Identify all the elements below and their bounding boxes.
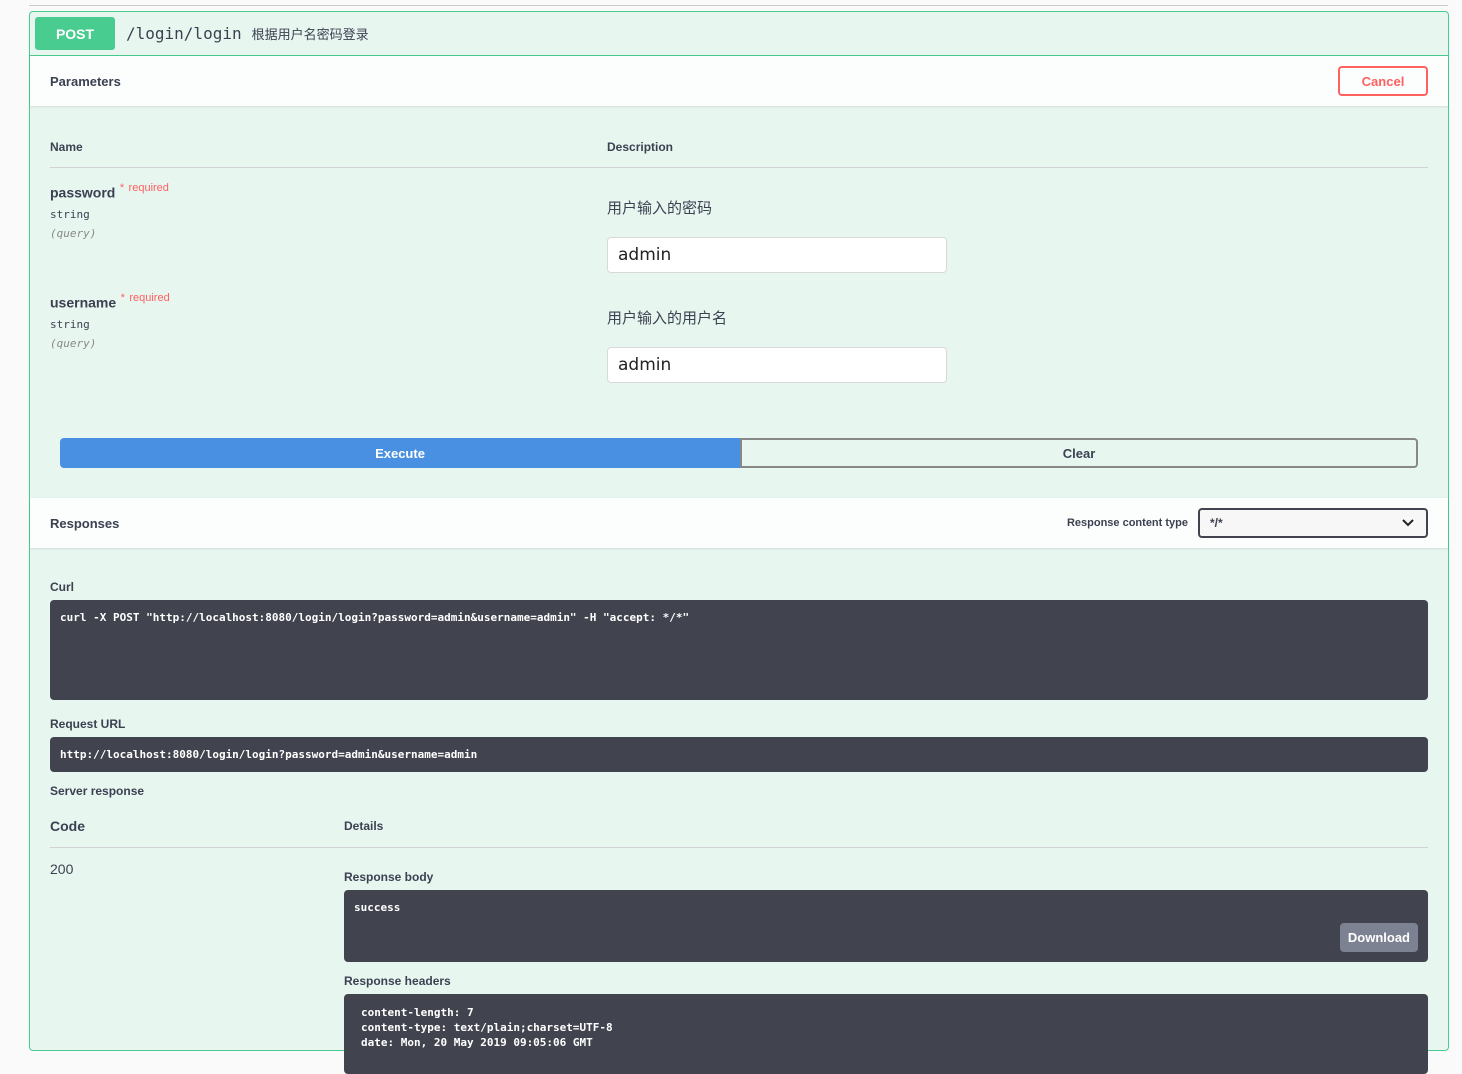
response-body-text: success xyxy=(354,901,401,914)
divider xyxy=(50,167,1428,168)
content-type-select[interactable]: */* xyxy=(1198,508,1428,538)
required-mark: * xyxy=(120,292,125,304)
password-input[interactable] xyxy=(607,237,947,273)
param-password: password * required string (query) xyxy=(50,182,169,240)
param-type: string xyxy=(50,318,90,332)
response-body-label: Response body xyxy=(344,870,434,884)
param-name: username xyxy=(50,294,117,311)
col-description: Description xyxy=(607,140,674,154)
content-type-label: Response content type xyxy=(1066,517,1188,529)
responses-title: Responses xyxy=(50,515,120,531)
parameters-title: Parameters xyxy=(50,73,121,89)
response-headers-label: Response headers xyxy=(344,974,451,988)
operation-path: /login/login xyxy=(126,24,242,43)
param-username: username * required string (query) xyxy=(50,292,170,350)
required-label: required xyxy=(129,292,170,304)
response-code: 200 xyxy=(50,861,74,877)
operation-summary-text: 根据用户名密码登录 xyxy=(251,27,369,42)
col-name: Name xyxy=(50,140,83,154)
cancel-button[interactable]: Cancel xyxy=(1338,66,1428,96)
col-details: Details xyxy=(344,819,384,833)
execute-button[interactable]: Execute xyxy=(60,438,740,468)
response-headers: content-length: 7 content-type: text/pla… xyxy=(344,994,1428,1074)
param-in: (query) xyxy=(50,227,97,241)
operation-summary[interactable]: POST /login/login 根据用户名密码登录 xyxy=(30,12,1448,56)
server-response-label: Server response xyxy=(50,784,145,798)
responses-header: Responses Response content type */* xyxy=(30,498,1448,548)
param-description: 用户输入的用户名 xyxy=(607,310,728,327)
operation-block: POST /login/login 根据用户名密码登录 Parameters C… xyxy=(29,11,1449,1074)
username-input[interactable] xyxy=(607,347,947,383)
request-url-label: Request URL xyxy=(50,717,126,731)
divider xyxy=(29,5,1448,6)
param-in: (query) xyxy=(50,337,97,351)
col-code: Code xyxy=(50,818,85,834)
chevron-down-icon xyxy=(1402,519,1414,527)
parameters-header: Parameters Cancel xyxy=(30,56,1448,106)
curl-command: curl -X POST "http://localhost:8080/logi… xyxy=(50,600,1428,700)
required-mark: * xyxy=(119,182,125,194)
clear-button[interactable]: Clear xyxy=(740,438,1418,468)
param-type: string xyxy=(50,208,90,222)
curl-label: Curl xyxy=(50,580,74,594)
param-name: password xyxy=(50,184,116,201)
required-label: required xyxy=(128,182,169,194)
method-badge: POST xyxy=(35,17,115,50)
content-type-value: */* xyxy=(1210,516,1223,530)
divider xyxy=(50,847,1428,848)
request-url: http://localhost:8080/login/login?passwo… xyxy=(50,737,1428,772)
response-body: success Download xyxy=(344,890,1428,962)
download-button[interactable]: Download xyxy=(1339,923,1418,952)
param-description: 用户输入的密码 xyxy=(607,200,713,217)
